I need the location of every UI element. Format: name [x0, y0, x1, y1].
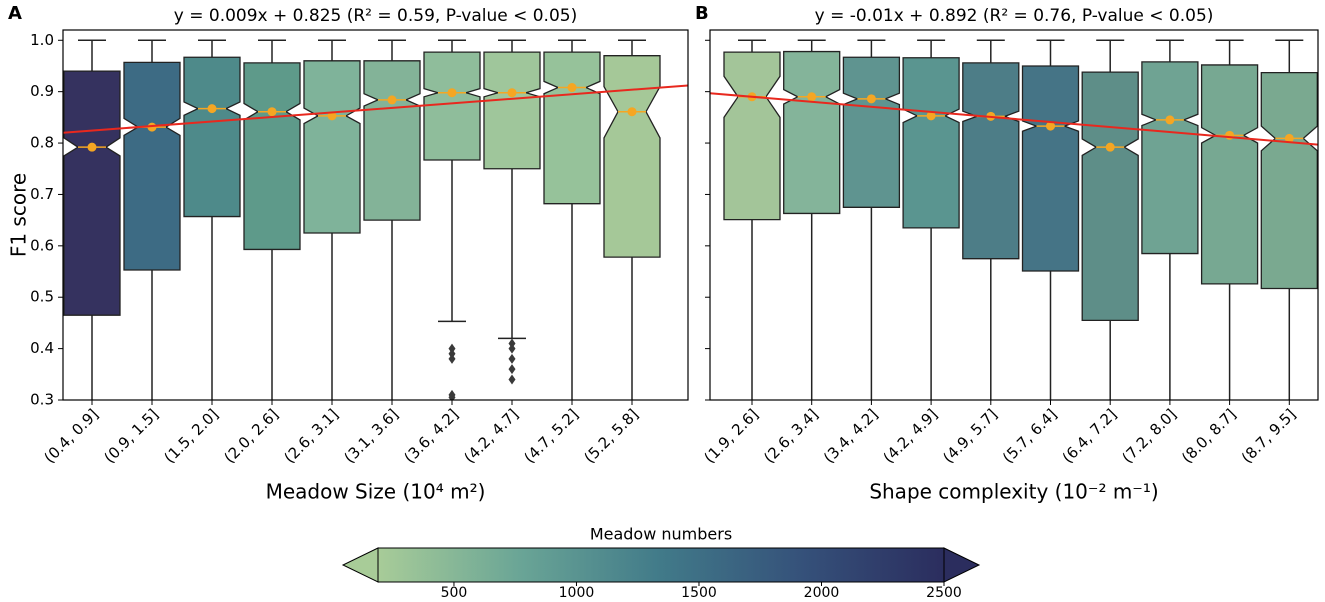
x-tick-label: (1.9, 2.6]: [701, 405, 762, 466]
box: [1081, 71, 1139, 321]
y-tick-label: 0.5: [30, 288, 54, 306]
x-tick-label: (8.0, 8.7]: [1178, 405, 1239, 466]
x-tick-label: (8.7, 9.5]: [1238, 405, 1299, 466]
x-tick-label: (6.4, 7.2]: [1059, 405, 1120, 466]
flier: [448, 353, 456, 364]
y-axis-label: F1 score: [7, 173, 31, 257]
colorbar-tick-label: 1500: [681, 585, 717, 601]
box: [783, 50, 841, 215]
flier: [448, 392, 456, 400]
chart-title: y = 0.009x + 0.825 (R² = 0.59, P-value <…: [174, 6, 577, 26]
median-marker: [267, 107, 277, 117]
plot-area: [710, 39, 1318, 400]
x-tick-label: (3.1, 3.6]: [341, 405, 402, 466]
trend-line: [63, 84, 688, 134]
x-tick-label: (0.9, 1.5]: [101, 405, 162, 466]
x-tick-label: (2.6, 3.4]: [760, 405, 821, 466]
median-marker: [1046, 121, 1055, 131]
box: [183, 56, 241, 218]
flier: [508, 364, 516, 375]
x-tick-label: (3.6, 4.2]: [401, 405, 462, 466]
y-tick-label: 0.6: [30, 236, 54, 254]
x-tick-label: (4.2, 4.7]: [461, 405, 522, 466]
flier: [448, 348, 456, 359]
y-tick-label: 0.8: [30, 134, 54, 152]
chart-title: y = -0.01x + 0.892 (R² = 0.76, P-value <…: [815, 6, 1214, 26]
x-tick-label: (5.7, 6.4]: [999, 405, 1060, 466]
box: [1200, 64, 1259, 285]
median-marker: [447, 88, 457, 98]
flier: [508, 374, 516, 385]
median-marker: [1284, 133, 1294, 143]
colorbar-tick-label: 2500: [926, 585, 962, 601]
flier: [508, 353, 516, 364]
box: [363, 60, 421, 221]
flier: [508, 343, 516, 354]
median-marker: [866, 94, 876, 104]
median-marker: [387, 95, 397, 105]
y-tick-label: 0.3: [30, 391, 54, 409]
y-tick-label: 0.4: [30, 339, 54, 357]
box: [902, 57, 960, 229]
colorbar-over: [943, 547, 981, 583]
flier: [448, 343, 456, 354]
axes-frame: [709, 29, 1319, 401]
y-tick-label: 1.0: [30, 31, 54, 49]
x-tick-label: (5.2, 5.8]: [581, 405, 642, 466]
median-marker: [1225, 130, 1235, 140]
x-axis-label: Shape complexity (10⁻² m⁻¹): [869, 480, 1158, 504]
box: [243, 62, 301, 251]
x-tick-label: (0.4, 0.9]: [41, 405, 102, 466]
x-tick-label: (2.0, 2.6]: [221, 405, 282, 466]
median-marker: [207, 104, 217, 114]
median-marker: [567, 83, 577, 93]
colorbar-tick-label: 2000: [804, 585, 840, 601]
box: [842, 56, 901, 208]
x-tick-label: (3.4, 4.2]: [820, 405, 881, 466]
box: [603, 55, 661, 258]
x-tick-label: (4.9, 5.7]: [939, 405, 1000, 466]
median-marker: [807, 92, 817, 102]
median-marker: [507, 88, 517, 98]
y-tick-label: 0.7: [30, 185, 54, 203]
box: [1260, 72, 1318, 290]
x-tick-label: (4.7, 5.2]: [521, 405, 582, 466]
box: [723, 51, 781, 221]
x-tick-label: (7.2, 8.0]: [1118, 405, 1179, 466]
x-tick-label: (4.2, 4.9]: [880, 405, 941, 466]
flier: [508, 338, 516, 349]
y-tick-label: 0.9: [30, 82, 54, 100]
axes-frame: [62, 29, 689, 401]
x-axis-label: Meadow Size (10⁴ m²): [266, 480, 486, 504]
box: [63, 70, 121, 316]
box: [1021, 65, 1080, 272]
x-tick-label: (1.5, 2.0]: [161, 405, 222, 466]
plot-area: [63, 39, 688, 400]
box: [483, 51, 541, 170]
colorbar-tick-label: 500: [441, 585, 468, 601]
panel-label: A: [8, 3, 22, 24]
colorbar-title: Meadow numbers: [590, 525, 732, 544]
colorbar-tick-label: 1000: [559, 585, 595, 601]
trend-line: [710, 92, 1318, 146]
median-marker: [627, 107, 637, 117]
box: [962, 62, 1020, 260]
x-tick-label: (2.6, 3.1]: [281, 405, 342, 466]
box: [123, 61, 181, 271]
box: [543, 51, 601, 205]
panel-label: B: [695, 3, 709, 24]
median-marker: [926, 111, 936, 121]
colorbar-under: [341, 547, 379, 583]
box: [1141, 61, 1199, 255]
median-marker: [87, 142, 97, 152]
median-marker: [1105, 142, 1115, 152]
median-marker: [1165, 115, 1175, 125]
box: [303, 60, 361, 234]
colorbar: [377, 547, 945, 583]
box: [423, 51, 481, 161]
